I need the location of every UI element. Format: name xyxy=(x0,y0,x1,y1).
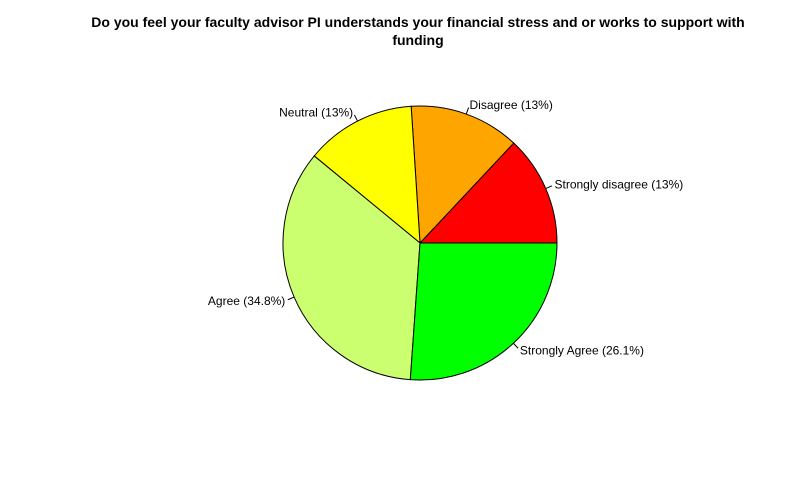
slice-label-strongly-agree: Strongly Agree (26.1%) xyxy=(520,343,644,357)
leader-line-disagree xyxy=(465,107,470,115)
pie-slices xyxy=(282,105,558,381)
pie-slice-agree xyxy=(282,155,421,381)
leader-line-agree xyxy=(287,296,295,301)
pie-slice-strongly-agree xyxy=(409,242,558,381)
slice-label-neutral: Neutral (13%) xyxy=(279,106,353,120)
leader-line-strongly-agree xyxy=(513,342,519,349)
pie-labels: Strongly disagree (13%) Disagree (13%) Neu… xyxy=(208,98,683,357)
leader-line-neutral xyxy=(353,114,358,122)
slice-label-disagree: Disagree (13%) xyxy=(469,98,552,112)
slice-label-agree: Agree (34.8%) xyxy=(208,294,285,308)
chart-title-line-2: funding xyxy=(392,32,443,48)
leader-line-strongly-disagree xyxy=(545,185,553,189)
slice-label-strongly-disagree: Strongly disagree (13%) xyxy=(555,178,684,192)
pie-leader-lines xyxy=(287,107,553,349)
chart-title: Do you feel your faculty advisor PI unde… xyxy=(91,14,744,48)
chart-title-line-1: Do you feel your faculty advisor PI unde… xyxy=(91,14,744,30)
